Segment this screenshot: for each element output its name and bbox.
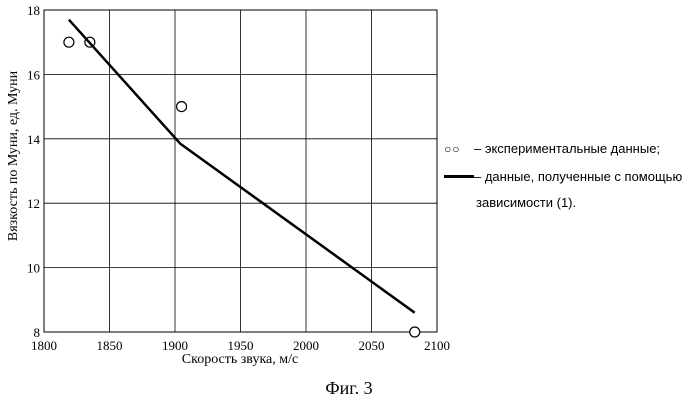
grid (44, 10, 437, 332)
y-axis-title: Вязкость по Муни, ед. Муни (6, 70, 21, 241)
experimental-data-point (63, 36, 75, 48)
figure-caption: Фиг. 3 (325, 378, 373, 398)
x-tick-label: 1950 (228, 338, 254, 353)
x-tick-label: 1900 (162, 338, 188, 353)
y-tick-label: 16 (27, 67, 41, 82)
tick-labels: 1800 1850 1900 1950 2000 2050 2100 8 10 12 14 16 18 (27, 3, 450, 353)
x-tick-label: 1850 (97, 338, 123, 353)
legend-markers-label: – экспериментальные данные; (474, 141, 661, 156)
y-tick-label: 18 (27, 3, 40, 18)
model-series-line (67, 18, 416, 314)
legend-line-label: – данные, полученные с помощью (474, 169, 683, 184)
y-tick-label: 10 (27, 261, 40, 276)
legend-item-markers: ○○ – экспериментальные данные; (444, 140, 696, 158)
experimental-data-point (409, 326, 421, 338)
plot-frame (43, 9, 438, 333)
line-swatch-icon (444, 175, 474, 179)
open-circle-marker-icon: ○○ (444, 142, 461, 156)
x-tick-label: 1800 (31, 338, 57, 353)
y-tick-label: 14 (27, 132, 41, 147)
series (63, 18, 421, 338)
legend-item-line: – данные, полученные с помощью зависимос… (444, 168, 696, 212)
x-tick-label: 2050 (359, 338, 385, 353)
x-axis-title: Скорость звука, м/с (182, 352, 298, 367)
y-tick-label: 12 (27, 196, 40, 211)
x-tick-label: 2100 (424, 338, 450, 353)
legend: ○○ – экспериментальные данные; – данные, … (444, 140, 696, 212)
experimental-data-point (175, 100, 188, 113)
y-tick-label: 8 (34, 325, 41, 340)
legend-line-label-continued: зависимости (1). (476, 195, 577, 210)
x-tick-label: 2000 (293, 338, 319, 353)
